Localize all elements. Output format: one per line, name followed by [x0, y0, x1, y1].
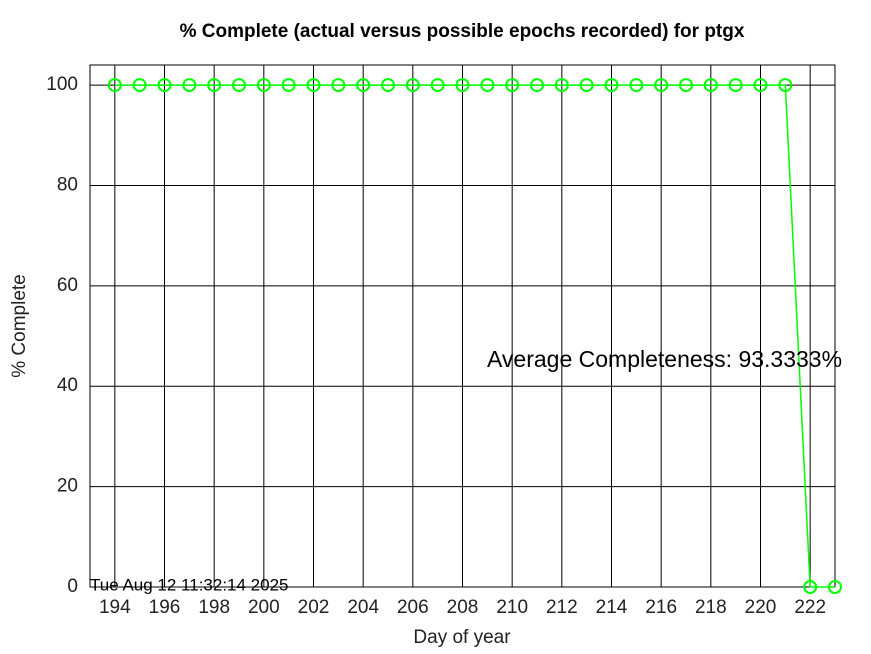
data-point — [604, 78, 619, 93]
data-point — [455, 78, 470, 93]
x-tick-label: 218 — [695, 597, 727, 618]
x-tick-label: 200 — [248, 597, 280, 618]
y-tick-label: 20 — [57, 476, 78, 497]
data-point — [182, 78, 197, 93]
x-tick-label: 212 — [546, 597, 578, 618]
data-point — [281, 78, 296, 93]
x-tick-label: 202 — [298, 597, 330, 618]
data-point — [306, 78, 321, 93]
annotation: Average Completeness: 93.3333% — [487, 346, 842, 372]
data-point — [381, 78, 395, 93]
data-point — [728, 78, 743, 93]
data-point — [828, 580, 842, 594]
y-tick-label: 100 — [46, 74, 78, 95]
data-point — [430, 78, 445, 93]
data-point — [530, 78, 544, 93]
data-point — [505, 78, 520, 93]
series-line — [114, 84, 835, 588]
y-tick-label: 80 — [57, 174, 78, 195]
x-tick-label: 222 — [794, 597, 826, 618]
data-point — [654, 78, 669, 93]
plot-frame — [89, 64, 836, 588]
y-tick-label: 40 — [57, 375, 78, 396]
data-point — [778, 78, 793, 93]
data-point — [232, 78, 246, 93]
x-axis-label: Day of year — [413, 627, 511, 648]
y-tick-label: 0 — [67, 576, 78, 597]
x-tick-label: 206 — [397, 597, 429, 618]
x-tick-label: 208 — [447, 597, 479, 618]
data-point — [132, 78, 147, 93]
x-tick-label: 216 — [645, 597, 677, 618]
x-tick-label: 220 — [745, 597, 777, 618]
y-tick-label: 60 — [57, 275, 78, 296]
data-point — [629, 78, 644, 93]
data-point — [679, 78, 693, 93]
data-point — [207, 78, 222, 93]
data-point — [579, 78, 594, 93]
x-tick-label: 194 — [99, 597, 131, 618]
data-point — [753, 78, 768, 93]
x-tick-label: 210 — [496, 597, 528, 618]
y-axis-label: % Complete — [9, 274, 30, 378]
data-point — [554, 78, 569, 93]
data-point — [356, 78, 371, 93]
x-tick-label: 204 — [347, 597, 379, 618]
x-tick-label: 198 — [198, 597, 230, 618]
data-point — [107, 78, 122, 93]
data-point — [405, 78, 420, 93]
chart-title: % Complete (actual versus possible epoch… — [180, 21, 745, 42]
x-tick-label: 196 — [149, 597, 181, 618]
data-point — [157, 78, 172, 93]
timestamp: Tue Aug 12 11:32:14 2025 — [90, 575, 289, 594]
x-tick-label: 214 — [596, 597, 628, 618]
data-point — [803, 580, 818, 594]
data-point — [480, 78, 495, 93]
data-point — [256, 78, 271, 93]
data-point — [331, 78, 346, 93]
data-point — [703, 78, 718, 93]
